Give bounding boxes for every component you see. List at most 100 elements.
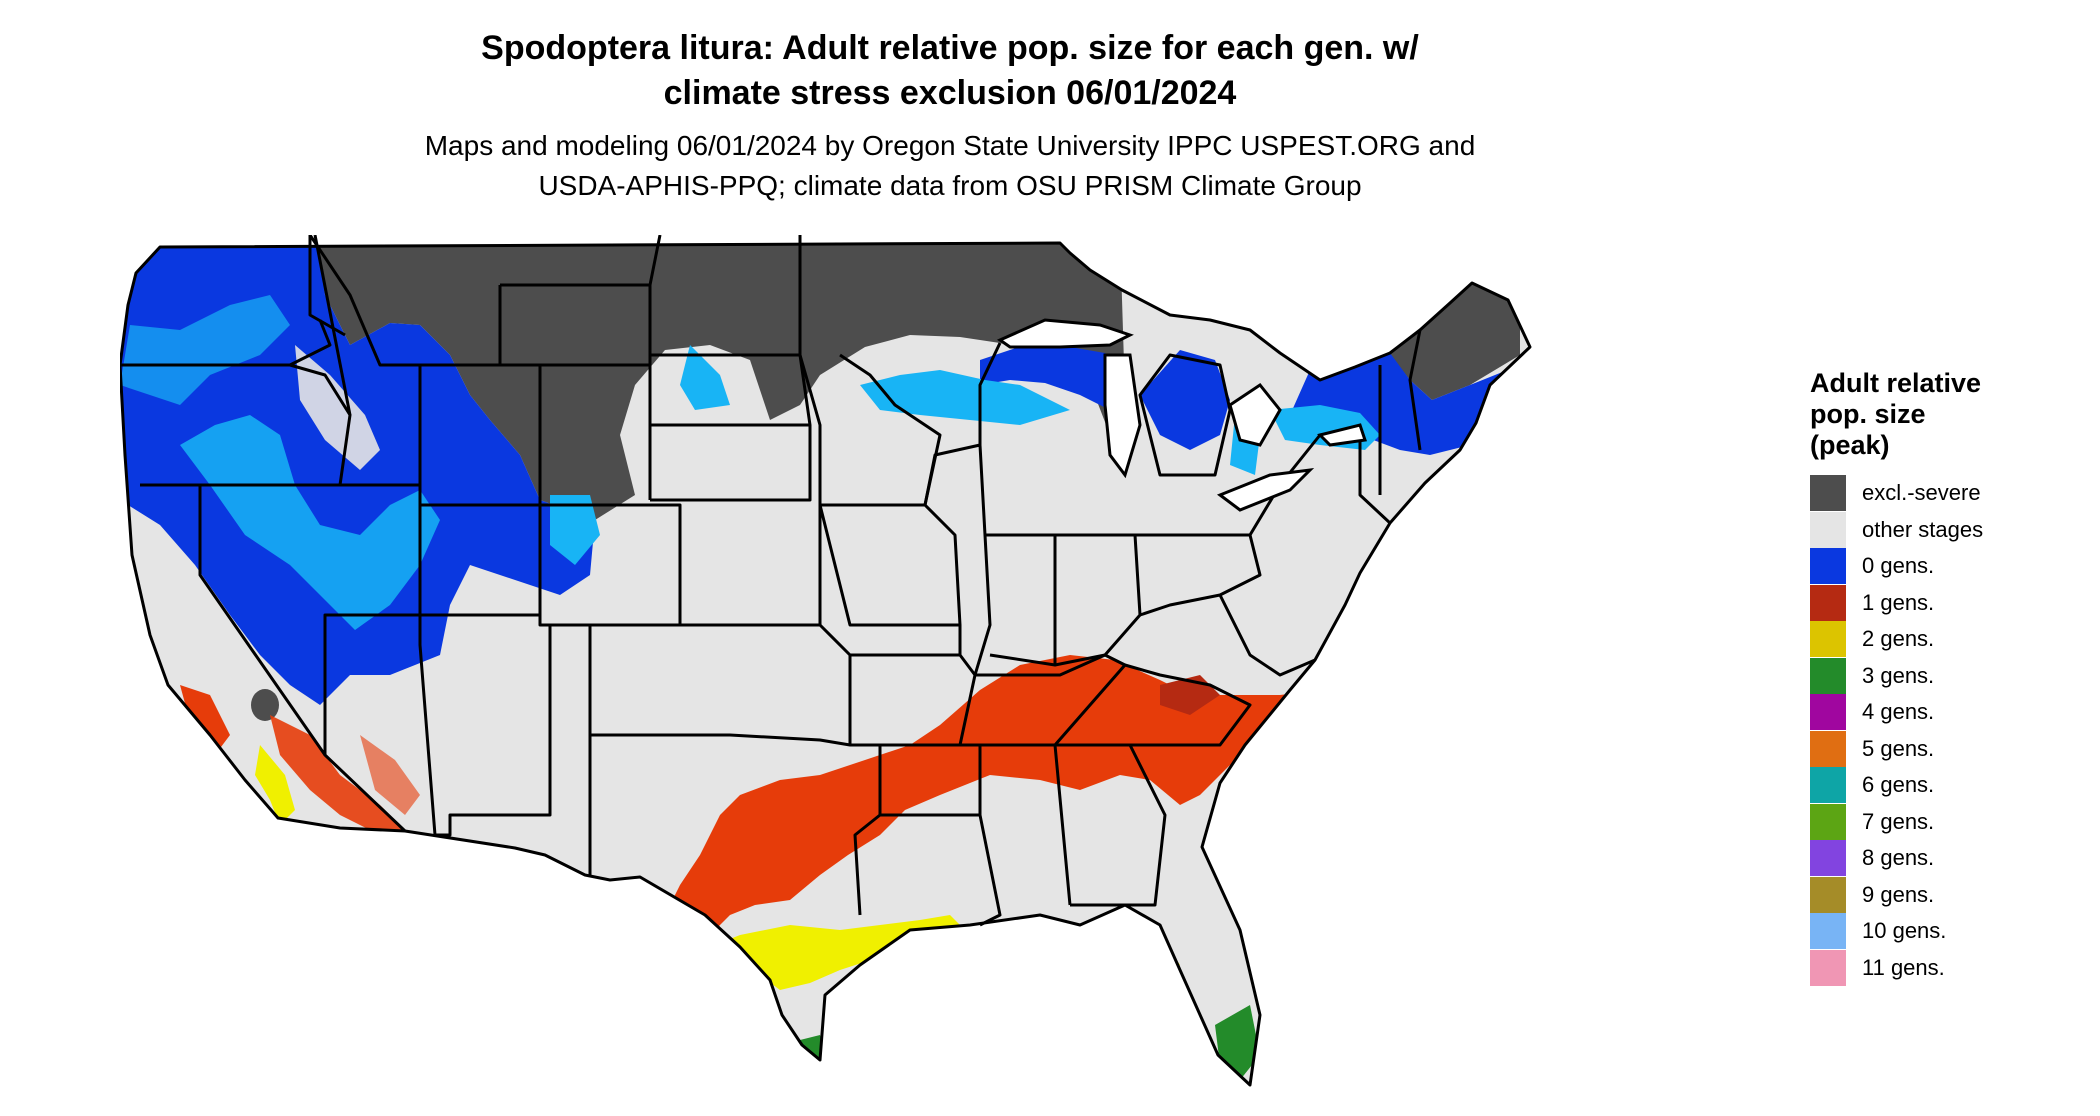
lake-ontario: [1317, 423, 1367, 447]
pennsylvania-border: [1135, 533, 1262, 617]
legend-swatch: [1810, 621, 1846, 657]
excluded-severe-patch: [251, 689, 279, 721]
nebraska-border: [650, 425, 812, 502]
legend-items: excl.-severe other stages 0 gens. 1 gens. 2 …: [1810, 475, 2090, 986]
state-borders: [120, 235, 1532, 1087]
legend-item: 11 gens.: [1810, 949, 2090, 987]
legend-label: 6 gens.: [1862, 772, 1935, 797]
one-gen-arizona-patches: [360, 735, 420, 815]
zero-gens-light-northwest: [120, 295, 290, 405]
legend-label: 1 gens.: [1862, 589, 1935, 615]
legend-label: 9 gens.: [1862, 881, 1935, 907]
zero-gens-light-basin: [180, 415, 440, 630]
legend-swatch: [1810, 913, 1846, 949]
arkansas-border: [880, 654, 977, 747]
wa-idaho-border: [308, 235, 346, 337]
legend-swatch: [1810, 767, 1846, 803]
new-mexico-border: [435, 625, 552, 837]
legend-swatch: [1810, 694, 1846, 730]
legend-item: 6 gens.: [1810, 767, 2090, 804]
three-gens-south-texas: [800, 1035, 830, 1070]
legend-swatch: [1810, 475, 1846, 511]
zero-gens-light-rockies: [550, 495, 600, 565]
map-title-line-2: climate stress exclusion 06/01/2024: [663, 74, 1237, 112]
utah-colorado-border: [418, 505, 542, 617]
legend-label: 8 gens.: [1862, 845, 1935, 870]
indiana-border: [985, 533, 1057, 667]
legend-swatch: [1810, 548, 1846, 584]
legend-item: 9 gens.: [1810, 876, 2090, 914]
georgia-border: [1055, 743, 1167, 907]
legend-label: 7 gens.: [1862, 808, 1935, 834]
legend-label: 10 gens.: [1862, 918, 1947, 943]
idaho-montana-border: [308, 235, 422, 485]
one-gen-arizona-desert: [270, 715, 410, 835]
legend-item: 8 gens.: [1810, 840, 2090, 877]
legend-label: other stages: [1862, 516, 1984, 542]
map-subtitle-line-2: USDA-APHIS-PPQ; climate data from OSU PR…: [538, 170, 1362, 201]
legend-title-line-1: Adult relative: [1810, 368, 1982, 398]
wa-or-border: [120, 319, 332, 367]
one-gen-central-valley: [180, 685, 230, 755]
wisconsin-border: [978, 342, 1002, 445]
kentucky-tennessee: [975, 653, 1127, 746]
arizona-west: [323, 615, 407, 833]
lake-erie: [1216, 467, 1315, 512]
legend-item: 3 gens.: [1810, 657, 2090, 695]
legend-swatch: [1810, 730, 1846, 767]
legend-swatch: [1810, 584, 1846, 621]
legend-item: 1 gens.: [1810, 584, 2090, 622]
ca-nv-border: [198, 485, 327, 756]
excluded-severe-northern-plains: [310, 243, 1125, 520]
nc-sc-border: [1124, 663, 1252, 747]
zero-gens-light-colorado: [680, 345, 730, 410]
lake-superior: [996, 318, 1134, 349]
legend: Adult relative pop. size (peak) excl.-se…: [1810, 368, 2090, 986]
legend-swatch: [1810, 657, 1846, 694]
virginia-border: [1218, 594, 1316, 677]
louisiana-mississippi: [880, 743, 982, 817]
idaho-west-border: [313, 235, 352, 416]
map-subtitle-line-1: Maps and modeling 06/01/2024 by Oregon S…: [424, 130, 1476, 161]
legend-label: 4 gens.: [1862, 699, 1935, 724]
oklahoma-border: [550, 623, 852, 747]
legend-item: 7 gens.: [1810, 803, 2090, 841]
legend-item: 2 gens.: [1810, 621, 2090, 658]
great-lakes: [996, 318, 1367, 512]
zero-gens-light-upper-midwest: [860, 370, 1070, 425]
us-pest-map: [120, 235, 1532, 1087]
legend-label: 11 gens.: [1862, 954, 1945, 980]
map-title-line-1: Spodoptera litura: Adult relative pop. s…: [481, 29, 1419, 67]
illinois-border: [923, 443, 992, 676]
mississippi-border: [978, 814, 1002, 927]
legend-label: 5 gens.: [1862, 735, 1935, 761]
map-title: Spodoptera litura: Adult relative pop. s…: [0, 26, 1900, 116]
legend-item: 4 gens.: [1810, 694, 2090, 731]
maine-nh-border: [1408, 329, 1422, 451]
two-gens-desert-valley: [255, 745, 295, 825]
legend-item: other stages: [1810, 511, 2090, 549]
legend-title: Adult relative pop. size (peak): [1810, 368, 2090, 461]
legend-swatch: [1810, 511, 1846, 548]
zero-gens-wisconsin: [980, 345, 1125, 410]
legend-label: 0 gens.: [1862, 553, 1935, 578]
arizona-nm-border: [418, 615, 437, 836]
legend-label: 3 gens.: [1862, 662, 1935, 688]
raster-layer: [120, 243, 1530, 1085]
map-subtitle: Maps and modeling 06/01/2024 by Oregon S…: [0, 126, 1900, 206]
legend-item: excl.-severe: [1810, 475, 2090, 512]
legend-swatch: [1810, 876, 1846, 913]
legend-item: 10 gens.: [1810, 913, 2090, 950]
legend-item: 0 gens.: [1810, 548, 2090, 585]
other-stages-patch: [295, 345, 380, 470]
legend-item: 5 gens.: [1810, 730, 2090, 768]
legend-swatch: [1810, 803, 1846, 840]
new-england-border: [1358, 430, 1392, 525]
lake-huron: [1228, 382, 1282, 447]
legend-swatch: [1810, 840, 1846, 876]
zero-gens-michigan: [1140, 350, 1230, 450]
legend-label: 2 gens.: [1862, 626, 1935, 651]
one-gen-southern-band: [665, 655, 1450, 935]
legend-swatch: [1810, 949, 1846, 986]
legend-title-line-3: (peak): [1810, 430, 1890, 460]
